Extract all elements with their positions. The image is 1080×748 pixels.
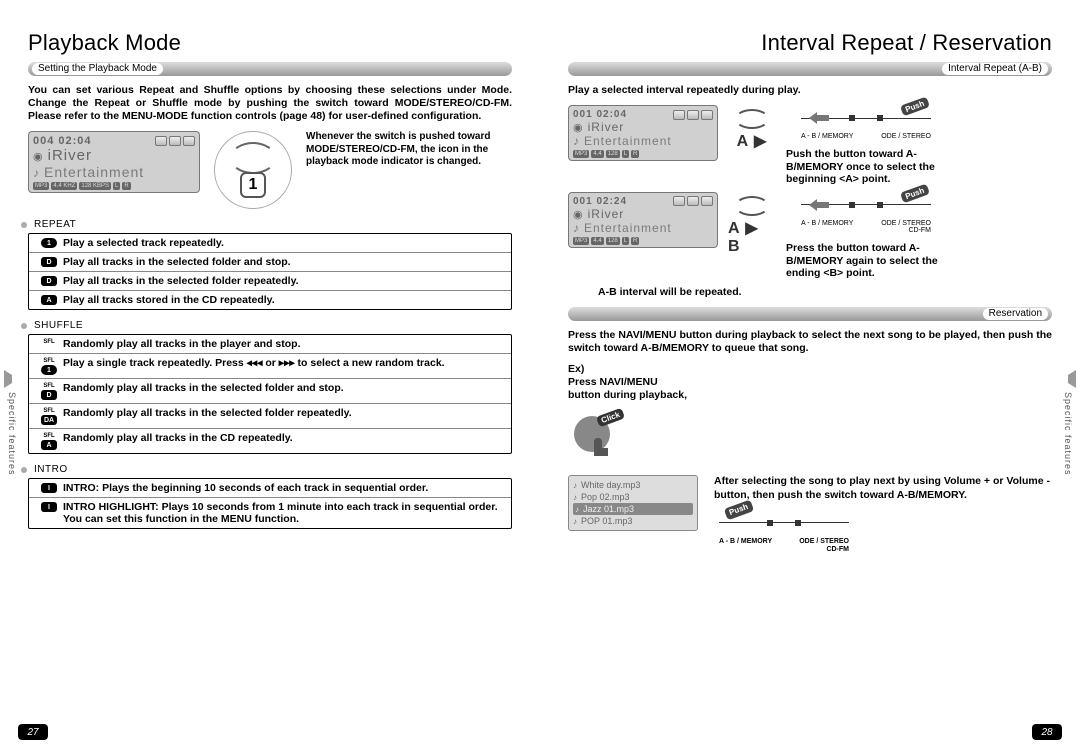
playlist-box: White day.mp3 Pop 02.mp3 Jazz 01.mp3 POP…: [568, 475, 698, 531]
push-badge: Push: [724, 499, 754, 520]
lcd-status-icons: [155, 136, 195, 146]
page-left: Specific features Playback Mode Setting …: [0, 0, 540, 748]
section-interval-repeat: Interval Repeat (A-B): [568, 62, 1052, 76]
list-item-selected: Jazz 01.mp3: [573, 503, 693, 515]
table-row: SFL1Play a single track repeatedly. Pres…: [29, 353, 511, 378]
section-reservation: Reservation: [568, 307, 1052, 321]
table-row: SFLRandomly play all tracks in the playe…: [29, 335, 511, 353]
side-tab-right: Specific features: [1062, 370, 1074, 490]
page-right: Specific features Interval Repeat / Rese…: [540, 0, 1080, 748]
step-b-row: 001 02:24 iRiver Entertainment MP34.4128…: [568, 192, 1052, 280]
shuffle-table: SFLRandomly play all tracks in the playe…: [28, 334, 512, 454]
ab-result-text: A-B interval will be repeated.: [598, 286, 1052, 299]
disc-icon: [169, 136, 181, 146]
hand-icon: [805, 108, 833, 128]
cycle-caption: Whenever the switch is pushed toward MOD…: [306, 131, 496, 169]
side-tab-left: Specific features: [6, 370, 18, 490]
list-item: White day.mp3: [573, 479, 693, 491]
section-label: Reservation: [983, 308, 1048, 320]
page-title-left: Playback Mode: [28, 30, 512, 56]
loop-arrow-icon: [735, 109, 769, 129]
ab-b-indicator: A ▶ B: [728, 192, 776, 256]
lcd-track: 004 02:04: [33, 135, 92, 147]
page-number-right: 28: [1032, 724, 1062, 740]
cycle-arrow-icon: [230, 142, 276, 174]
step-a-row: 001 02:04 iRiver Entertainment MP34.4128…: [568, 105, 1052, 186]
lcd-display-a: 001 02:04 iRiver Entertainment MP34.4128…: [568, 105, 718, 161]
note-icon: [33, 164, 40, 180]
table-row: SFLARandomly play all tracks in the CD r…: [29, 428, 511, 453]
page-number-left: 27: [18, 724, 48, 740]
intro-text: You can set various Repeat and Shuffle o…: [28, 84, 512, 123]
list-item: Pop 02.mp3: [573, 491, 693, 503]
intro-label: INTRO: [30, 464, 72, 475]
list-item: POP 01.mp3: [573, 515, 693, 527]
page-title-right: Interval Repeat / Reservation: [568, 30, 1052, 56]
hand-icon: [805, 195, 833, 215]
lcd-chips: MP3 4.4 KHZ 128 KBPS L R: [33, 182, 195, 190]
section-label: Interval Repeat (A-B): [942, 63, 1048, 75]
lcd-display: 004 02:04 iRiver Entertainment MP3 4.4 K…: [28, 131, 200, 193]
push-badge: Push: [900, 97, 930, 117]
loop-arrow-icon: [735, 196, 769, 216]
push-badge: Push: [900, 184, 930, 204]
repeat-label: REPEAT: [30, 219, 80, 230]
table-row: 1Play a selected track repeatedly.: [29, 234, 511, 252]
reservation-bottom-row: White day.mp3 Pop 02.mp3 Jazz 01.mp3 POP…: [568, 475, 1052, 555]
table-row: APlay all tracks stored in the CD repeat…: [29, 290, 511, 309]
cycle-number: 1: [240, 172, 266, 198]
section-label: Setting the Playback Mode: [32, 63, 163, 75]
click-figure: Click: [568, 410, 616, 458]
repeat-icon: [155, 136, 167, 146]
lcd-cycle-row: 004 02:04 iRiver Entertainment MP3 4.4 K…: [28, 131, 512, 209]
table-row: SFLDRandomly play all tracks in the sele…: [29, 378, 511, 403]
table-row: SFLDARandomly play all tracks in the sel…: [29, 403, 511, 428]
lead-text: Play a selected interval repeatedly duri…: [568, 84, 1052, 97]
cycle-figure: 1: [214, 131, 292, 209]
section-setting-playback: Setting the Playback Mode: [28, 62, 512, 76]
table-row: IINTRO HIGHLIGHT: Plays 10 seconds from …: [29, 497, 511, 528]
click-badge: Click: [596, 408, 625, 428]
switch-diagram-c: Push A - B / MEMORYODE / STEREOCD-FM: [714, 510, 854, 556]
finger-icon: [588, 430, 616, 458]
table-row: IINTRO: Plays the beginning 10 seconds o…: [29, 479, 511, 497]
repeat-table: 1Play a selected track repeatedly. DPlay…: [28, 233, 512, 310]
reservation-text: Press the NAVI/MENU button during playba…: [568, 329, 1052, 355]
lcd-display-b: 001 02:24 iRiver Entertainment MP34.4128…: [568, 192, 718, 248]
switch-diagram-a: Push A - B / MEMORYODE / STEREO Push the…: [786, 105, 946, 186]
table-row: DPlay all tracks in the selected folder …: [29, 252, 511, 271]
shuffle-label: SHUFFLE: [30, 320, 87, 331]
ab-a-indicator: A ▶: [728, 105, 776, 151]
globe-icon: [33, 147, 44, 164]
switch-diagram-b: Push A - B / MEMORYODE / STEREOCD-FM Pre…: [786, 192, 946, 280]
after-select-text: After selecting the song to play next by…: [714, 475, 1052, 555]
example-block: Ex) Press NAVI/MENU button during playba…: [568, 363, 1052, 467]
table-row: DPlay all tracks in the selected folder …: [29, 271, 511, 290]
intro-table: IINTRO: Plays the beginning 10 seconds o…: [28, 478, 512, 529]
battery-icon: [183, 136, 195, 146]
